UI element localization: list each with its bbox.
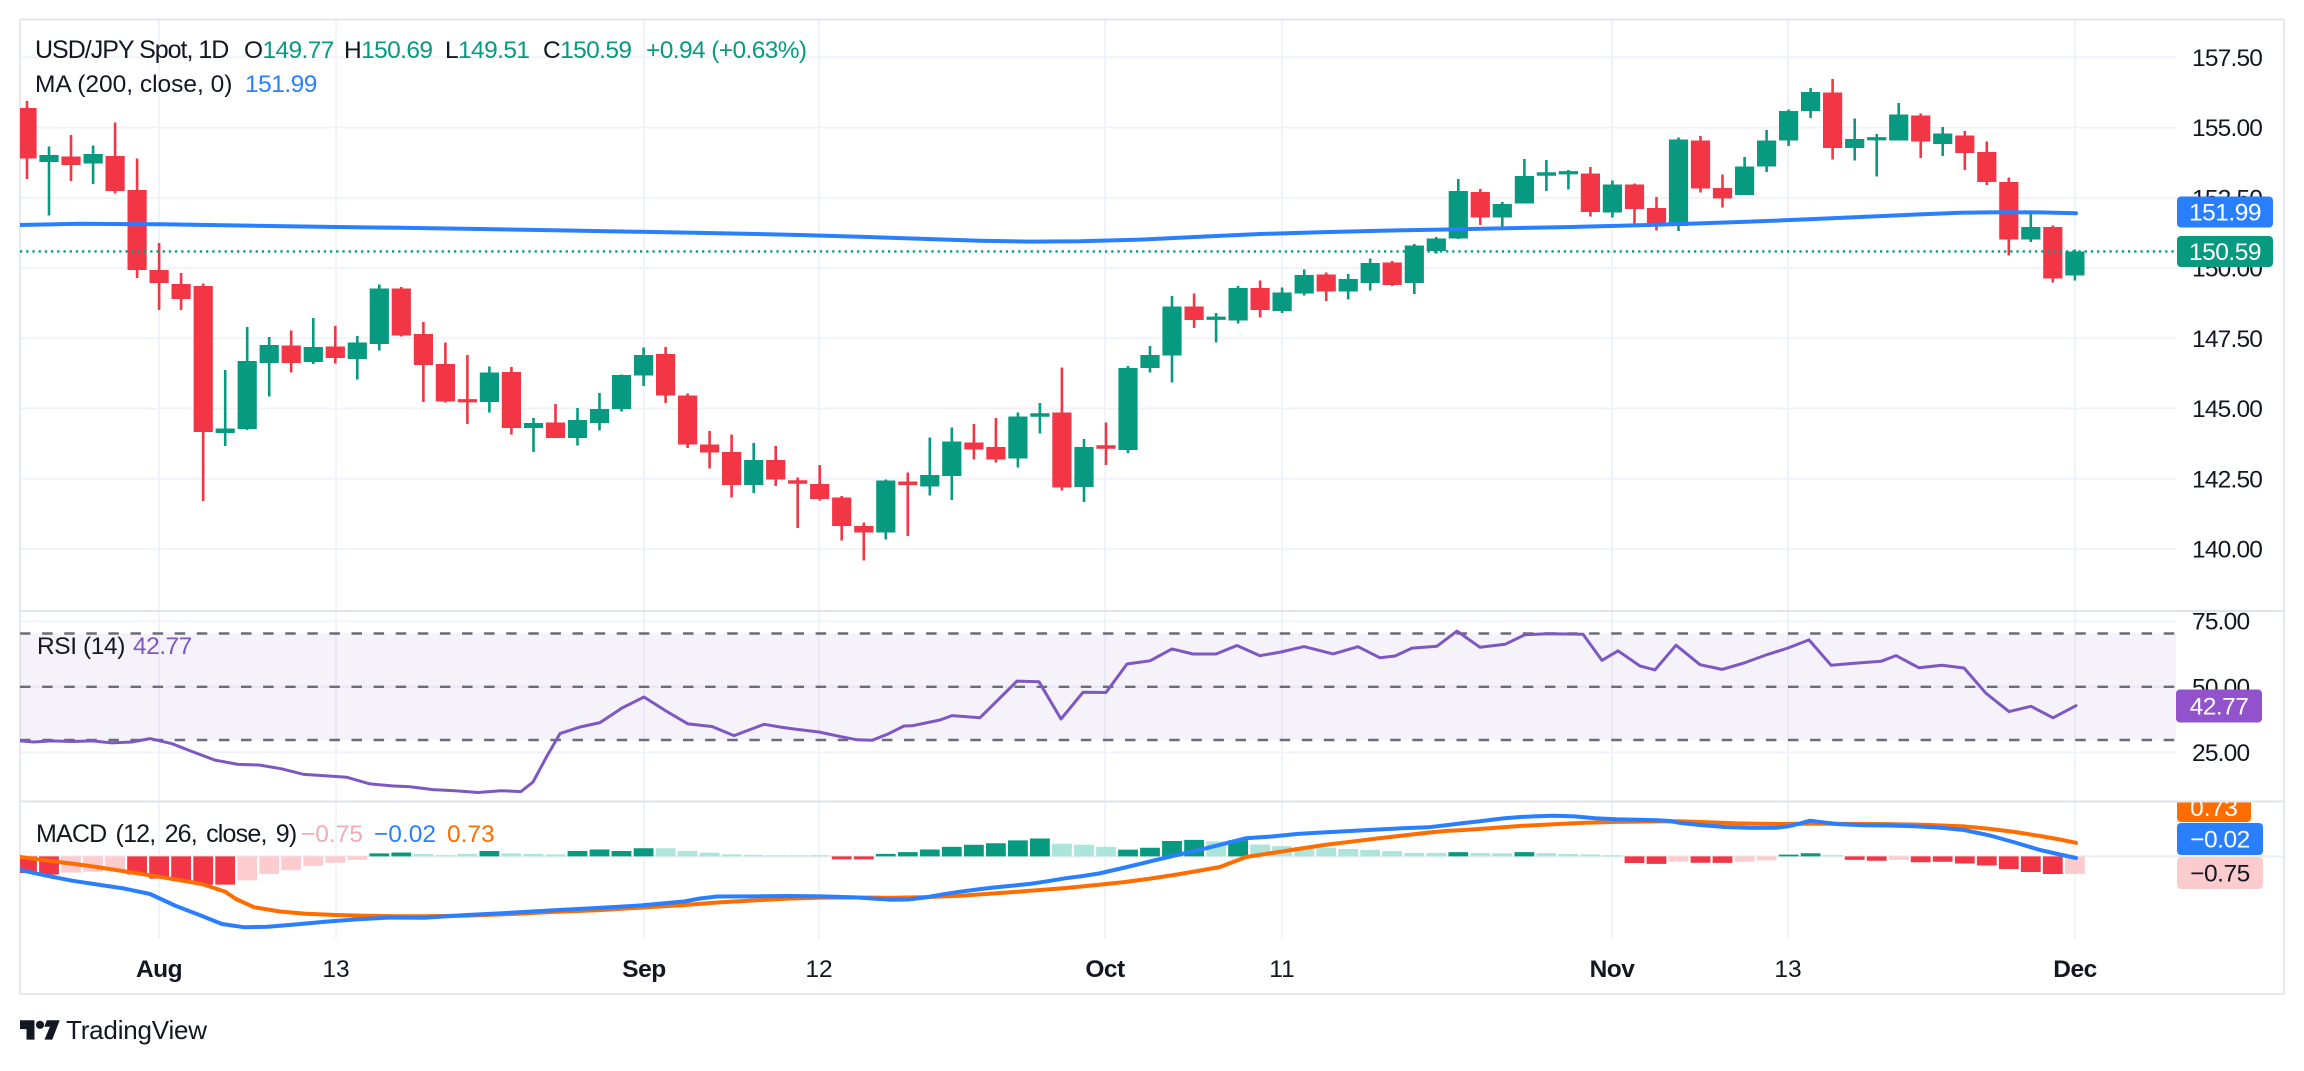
svg-text:−0.75: −0.75: [2190, 861, 2250, 888]
svg-text:Sep: Sep: [622, 956, 665, 983]
svg-text:H150.69: H150.69: [344, 37, 432, 64]
svg-text:13: 13: [322, 956, 349, 983]
svg-text:75.00: 75.00: [2192, 609, 2249, 636]
svg-text:−0.02: −0.02: [2190, 827, 2250, 854]
svg-text:+0.94 (+0.63%): +0.94 (+0.63%): [646, 37, 807, 64]
svg-text:11: 11: [1269, 956, 1294, 983]
svg-text:MACD (12, 26, close, 9): MACD (12, 26, close, 9): [36, 820, 296, 848]
svg-text:Aug: Aug: [136, 956, 182, 983]
svg-text:−0.75: −0.75: [301, 821, 363, 848]
svg-text:Dec: Dec: [2053, 956, 2096, 983]
svg-text:RSI (14): RSI (14): [37, 633, 125, 660]
svg-text:0.73: 0.73: [2190, 795, 2238, 822]
svg-text:151.99: 151.99: [245, 71, 317, 98]
svg-text:L149.51: L149.51: [445, 37, 529, 64]
svg-text:140.00: 140.00: [2192, 537, 2262, 564]
svg-text:Oct: Oct: [1085, 956, 1125, 983]
svg-text:151.99: 151.99: [2189, 200, 2261, 227]
svg-text:150.59: 150.59: [2189, 239, 2261, 266]
svg-text:C150.59: C150.59: [543, 37, 631, 64]
svg-text:25.00: 25.00: [2192, 740, 2249, 767]
svg-text:TradingView: TradingView: [66, 1015, 207, 1045]
svg-text:155.00: 155.00: [2192, 115, 2262, 142]
svg-text:157.50: 157.50: [2192, 45, 2262, 72]
svg-text:Nov: Nov: [1590, 956, 1636, 983]
svg-text:MA (200, close, 0): MA (200, close, 0): [35, 71, 232, 98]
svg-text:O149.77: O149.77: [244, 37, 334, 64]
svg-text:USD/JPY Spot, 1D: USD/JPY Spot, 1D: [35, 36, 228, 64]
svg-text:42.77: 42.77: [2190, 694, 2249, 721]
svg-text:42.77: 42.77: [133, 633, 192, 660]
svg-text:12: 12: [805, 956, 832, 983]
svg-text:13: 13: [1774, 956, 1801, 983]
svg-text:145.00: 145.00: [2192, 396, 2262, 423]
svg-text:142.50: 142.50: [2192, 466, 2262, 493]
svg-text:0.73: 0.73: [447, 821, 495, 848]
svg-text:147.50: 147.50: [2192, 326, 2262, 353]
svg-text:−0.02: −0.02: [374, 821, 436, 848]
